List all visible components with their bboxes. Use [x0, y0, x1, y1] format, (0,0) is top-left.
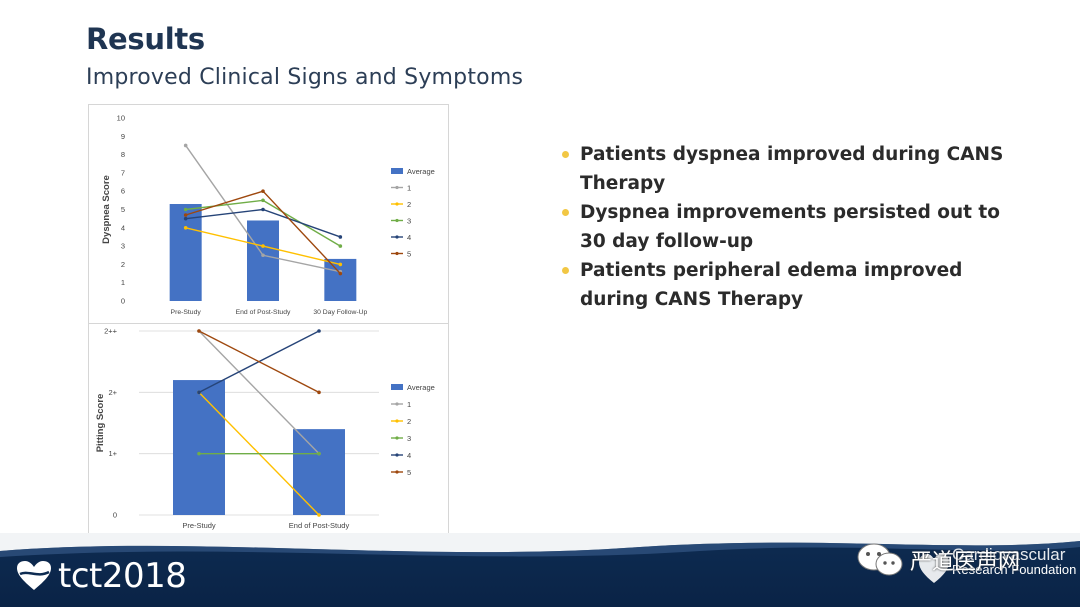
series-point-5 — [183, 213, 188, 217]
series-point-4 — [183, 216, 188, 221]
y-tick-label: 3 — [121, 242, 125, 251]
series-point-2 — [261, 244, 265, 248]
bullet-dot-icon — [562, 267, 569, 274]
bar-average — [173, 380, 225, 515]
legend-swatch-dot — [395, 251, 399, 256]
legend-label: 1 — [407, 400, 411, 409]
legend-label: 4 — [407, 233, 411, 242]
series-point-3 — [183, 207, 188, 212]
legend-swatch-dot — [395, 235, 399, 239]
legend-swatch-average — [391, 168, 403, 174]
y-tick-label: 10 — [117, 114, 125, 123]
y-tick-label: 1+ — [108, 449, 117, 458]
legend-swatch-dot — [395, 218, 399, 223]
y-tick-label: 9 — [121, 132, 125, 141]
series-point-3 — [338, 244, 343, 248]
legend-label: 5 — [407, 468, 411, 477]
bullet-text: Patients peripheral edema improved durin… — [580, 260, 963, 310]
bullet-item: Patients peripheral edema improved durin… — [562, 256, 1032, 314]
legend-label: 3 — [407, 434, 411, 443]
y-axis-label: Pitting Score — [95, 394, 106, 453]
bullet-dot-icon — [562, 151, 569, 158]
series-point-4 — [338, 235, 343, 239]
slide-title: Results — [86, 22, 205, 56]
y-tick-label: 1 — [121, 278, 125, 287]
y-tick-label: 6 — [121, 187, 125, 196]
y-tick-label: 0 — [113, 511, 117, 520]
bullet-dot-icon — [562, 209, 569, 216]
legend-swatch-dot — [395, 402, 399, 406]
series-point-5 — [261, 189, 265, 193]
legend-swatch-dot — [395, 419, 399, 423]
y-tick-label: 0 — [121, 297, 125, 306]
series-line-5 — [198, 330, 320, 393]
y-tick-label: 8 — [121, 150, 125, 159]
series-point-3 — [317, 451, 321, 456]
x-tick-label: Pre-Study — [182, 521, 216, 530]
x-tick-label: Pre-Study — [171, 309, 202, 316]
legend-label: 4 — [407, 451, 411, 460]
tct-brand-text: tct2018 — [58, 556, 187, 596]
bullet-list: Patients dyspnea improved during CANS Th… — [562, 140, 1032, 314]
crf-line2: Research Foundation — [952, 562, 1077, 577]
legend-swatch-dot — [395, 436, 399, 440]
tct-logo: tct2018 — [16, 556, 187, 596]
series-point-5 — [197, 329, 201, 333]
pitting-chart: 0 1+ 2+ 2++ Pitting Score Pre-Study End of Pos… — [88, 323, 449, 538]
legend-label: Average — [407, 167, 435, 176]
legend-label: Average — [407, 383, 435, 392]
legend-label: 1 — [407, 184, 411, 193]
series-point-2 — [338, 262, 343, 267]
wechat-icon — [857, 543, 903, 576]
crf-heart-icon — [919, 554, 949, 583]
series-point-1 — [261, 253, 265, 258]
pitting-chart-svg: 0 1+ 2+ 2++ Pitting Score Pre-Study End of Pos… — [95, 327, 435, 531]
legend-swatch-dot — [395, 470, 399, 474]
y-tick-label: 2+ — [108, 388, 117, 397]
dyspnea-chart-svg: 0 1 2 3 4 5 6 7 8 9 10 Dyspnea Score Pre-Study End of… — [101, 114, 435, 317]
bullet-item: Dyspnea improvements persisted out to 30… — [562, 198, 1032, 256]
y-tick-label: 7 — [121, 168, 125, 177]
series-point-2 — [317, 513, 321, 517]
slide-subtitle: Improved Clinical Signs and Symptoms — [86, 65, 524, 90]
legend-label: 5 — [407, 250, 411, 259]
legend-label: 2 — [407, 200, 411, 209]
bullet-item: Patients dyspnea improved during CANS Th… — [562, 140, 1032, 198]
legend-swatch-dot — [395, 453, 399, 457]
series-point-3 — [197, 451, 201, 456]
legend-swatch-dot — [395, 202, 399, 206]
watermark: 严道医声网 — [856, 542, 1020, 578]
series-line-1 — [198, 330, 320, 455]
bullet-text: Patients dyspnea improved during CANS Th… — [580, 144, 1004, 194]
crf-line1: Cardiovascular — [952, 545, 1066, 564]
series-point-5 — [317, 390, 321, 395]
footer-wave-icon — [0, 533, 1080, 557]
y-tick-label: 2 — [121, 260, 125, 269]
series-point-2 — [183, 226, 188, 230]
x-tick-label: End of Post-Study — [289, 521, 350, 530]
series-point-4 — [261, 207, 265, 212]
y-axis-label: Dyspnea Score — [101, 175, 112, 244]
legend-label: 3 — [407, 217, 411, 226]
bar-average — [247, 220, 279, 301]
series-point-4 — [317, 329, 321, 333]
x-tick-label: 30 Day Follow-Up — [313, 309, 367, 316]
y-tick-label: 5 — [121, 205, 125, 214]
y-tick-label: 4 — [121, 223, 125, 232]
dyspnea-chart: 0 1 2 3 4 5 6 7 8 9 10 Dyspnea Score Pre-Study End of… — [88, 104, 449, 324]
legend-swatch-dot — [395, 185, 399, 190]
watermark-text: 严道医声网 — [910, 550, 1021, 575]
crf-org-text: Cardiovascular Research Foundation — [952, 545, 1077, 577]
bar-average — [293, 429, 345, 515]
heart-logo-icon — [17, 561, 51, 590]
series-point-5 — [338, 271, 343, 276]
series-point-4 — [197, 390, 201, 395]
series-point-1 — [183, 143, 188, 148]
legend-swatch-average — [391, 384, 403, 390]
y-tick-label: 2++ — [104, 327, 118, 336]
series-point-3 — [261, 198, 265, 203]
legend-label: 2 — [407, 417, 411, 426]
bullet-text: Dyspnea improvements persisted out to 30… — [580, 202, 1000, 252]
x-tick-label: End of Post-Study — [236, 309, 291, 316]
